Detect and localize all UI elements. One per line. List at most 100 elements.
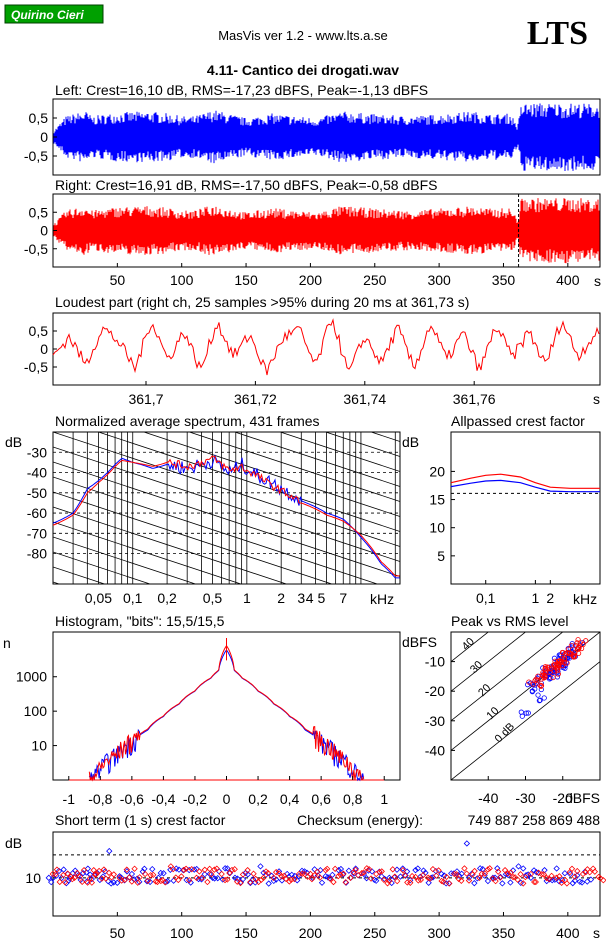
spectrum-slope-line xyxy=(53,612,400,727)
spectrum-ytick-label: -50 xyxy=(27,485,47,501)
spectrum-xtick-label: 2 xyxy=(277,590,285,606)
crest-factor-y-label: dB xyxy=(402,434,419,450)
short-term-crest-point-right xyxy=(86,875,94,882)
short-term-crest-point-right xyxy=(288,876,295,883)
short-term-crest-point-right xyxy=(123,866,130,873)
short-term-crest-point-left xyxy=(371,876,378,883)
short-term-crest-point-right xyxy=(90,867,97,874)
short-term-crest-point-right xyxy=(252,875,259,883)
short-term-crest-point-right xyxy=(239,871,247,878)
peak-rms-point-right xyxy=(547,666,553,672)
checksum-label: Checksum (energy): xyxy=(297,812,423,828)
short-term-crest-point-left xyxy=(206,870,213,878)
loudest-part-xtick-label: 361,76 xyxy=(453,391,496,407)
spectrum-ytick-label: -30 xyxy=(27,444,47,460)
short-term-crest-point-left xyxy=(412,867,419,874)
short-term-crest-point-right xyxy=(451,870,458,878)
short-term-crest-point-left xyxy=(458,870,465,877)
short-term-crest-title: Short term (1 s) crest factor xyxy=(55,812,226,828)
short-term-crest-point-right xyxy=(92,871,100,878)
left-waveform-title: Left: Crest=16,10 dB, RMS=-17,23 dBFS, P… xyxy=(55,82,428,98)
short-term-crest-point-right xyxy=(574,867,581,875)
loudest-part-ytick-label: 0,5 xyxy=(29,323,49,339)
loudest-part-title: Loudest part (right ch, 25 samples >95% … xyxy=(55,294,469,310)
peak-rms-x-label: dBFS xyxy=(565,790,600,806)
short-term-crest-point-right xyxy=(118,877,125,884)
short-term-crest-point-right xyxy=(532,878,539,886)
short-term-crest-point-right xyxy=(433,872,440,879)
spectrum-slope-line xyxy=(53,521,243,584)
short-term-crest-point-right xyxy=(331,865,339,872)
crest-factor-series-left xyxy=(450,479,600,493)
right-waveform-ytick-label: 0 xyxy=(40,223,48,239)
peak-rms-point-right xyxy=(564,660,570,666)
short-term-crest-point-right xyxy=(337,871,344,878)
histogram-xtick-label: 0,8 xyxy=(343,791,363,807)
spectrum-xtick-label: 0,05 xyxy=(85,590,112,606)
short-term-crest-point-left xyxy=(160,870,167,877)
short-term-crest-point-right xyxy=(213,865,220,872)
spectrum-xtick-label: 3 xyxy=(297,590,305,606)
histogram-xtick-label: -0,6 xyxy=(120,791,144,807)
short-term-crest-point-right xyxy=(324,865,331,873)
peak-rms-diagonal-label: 0 dB xyxy=(493,721,517,745)
short-term-crest-point-left xyxy=(88,875,95,883)
peak-rms-title: Peak vs RMS level xyxy=(451,613,568,629)
crest-factor-ytick-label: 5 xyxy=(437,548,445,564)
short-term-crest-point-right xyxy=(258,876,265,883)
short-term-crest-point-right xyxy=(141,870,149,878)
short-term-crest-point-left xyxy=(175,866,183,873)
short-term-crest-point-right xyxy=(264,869,272,877)
short-term-crest-point-right xyxy=(453,871,460,878)
short-term-crest-xtick-label: 50 xyxy=(110,925,126,941)
short-term-crest-point-right xyxy=(162,879,169,886)
right-waveform-xtick-label: 300 xyxy=(427,272,451,288)
histogram-xtick-label: 1 xyxy=(380,791,388,807)
peak-rms-point-left xyxy=(525,682,531,688)
short-term-crest-point-left xyxy=(284,870,291,878)
short-term-crest-point-left xyxy=(48,878,55,886)
short-term-crest-point-left xyxy=(141,865,148,872)
short-term-crest-point-right xyxy=(548,872,555,880)
short-term-crest-point-left xyxy=(247,879,254,887)
short-term-crest-point-left xyxy=(520,865,527,872)
peak-rms-diagonal-label: 30 xyxy=(468,659,485,676)
short-term-crest-point-right xyxy=(76,873,84,880)
short-term-crest-point-right xyxy=(67,873,75,880)
short-term-crest-point-left xyxy=(84,865,92,872)
peak-rms-point-right xyxy=(580,641,586,648)
short-term-crest-point-left xyxy=(499,880,506,887)
short-term-crest-point-right xyxy=(501,867,509,874)
spectrum-y-label: dB xyxy=(5,434,22,450)
peak-rms-diagonal-label: 20 xyxy=(476,682,493,699)
short-term-crest-point-right xyxy=(378,868,385,875)
short-term-crest-point-right xyxy=(71,874,78,881)
peak-rms-diagonal-label: 40 xyxy=(460,636,477,653)
peak-rms-point-right xyxy=(559,655,566,661)
short-term-crest-point-right xyxy=(128,878,136,885)
spectrum-slope-line xyxy=(278,432,400,472)
short-term-crest-point-left xyxy=(99,873,107,880)
short-term-crest-point-left xyxy=(559,876,566,884)
short-term-crest-point-right xyxy=(424,874,432,881)
short-term-crest-point-right xyxy=(408,872,416,880)
short-term-crest-point-right xyxy=(186,877,193,884)
spectrum-x-unit: kHz xyxy=(370,591,394,607)
short-term-crest-point-left xyxy=(456,872,463,879)
spectrum-slope-line xyxy=(53,432,400,547)
short-term-crest-point-left xyxy=(219,876,226,883)
peak-rms-point-right xyxy=(535,673,541,679)
peak-rms-point-left xyxy=(541,695,547,701)
short-term-crest-point-right xyxy=(471,867,478,875)
left-waveform-ytick-label: 0,5 xyxy=(29,110,49,126)
short-term-crest-point-right xyxy=(486,865,493,872)
peak-rms-point-left xyxy=(551,655,558,661)
short-term-crest-point-left xyxy=(96,876,104,884)
short-term-crest-point-right xyxy=(60,871,67,879)
short-term-crest-point-right xyxy=(69,875,76,883)
peak-rms-ytick-label: -20 xyxy=(425,683,445,699)
short-term-crest-point-right xyxy=(443,873,450,881)
short-term-crest-point-right xyxy=(188,866,195,873)
spectrum-xtick-label: 4 5 xyxy=(306,590,326,606)
